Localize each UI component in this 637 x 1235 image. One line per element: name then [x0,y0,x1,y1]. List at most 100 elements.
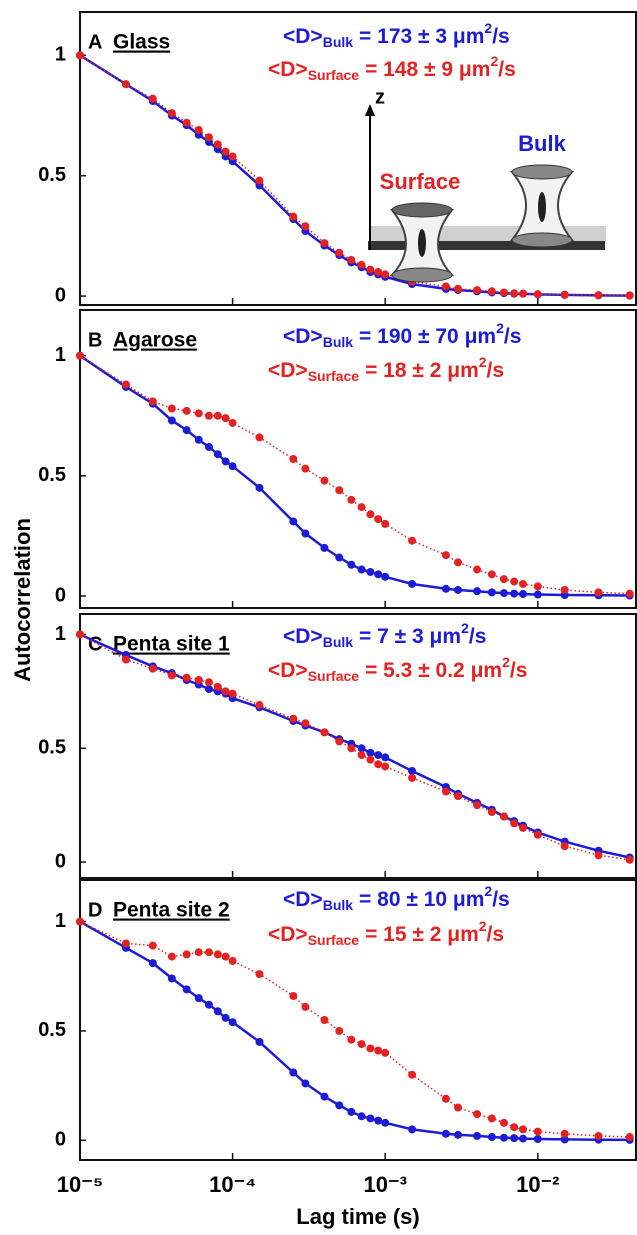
data-point [167,109,176,118]
data-point [121,939,130,948]
data-point [408,1070,417,1079]
y-tick-label: 0 [55,850,66,872]
data-point [335,737,344,746]
data-point [121,380,130,389]
data-point [560,1135,569,1144]
data-point [347,560,356,569]
stat-subscript: Surface [308,932,360,948]
data-point [204,678,213,687]
inset-volume [418,229,426,257]
y-tick-label: 0.5 [38,164,66,186]
data-point [213,950,222,959]
data-point [441,787,450,796]
data-point [357,565,366,574]
y-tick-label: 1 [55,344,66,366]
stat-subscript: Surface [308,67,360,83]
panel-name: Penta site 1 [113,633,230,656]
data-point [221,952,230,961]
inset-lens [511,164,573,180]
panel-frame [79,613,637,879]
data-point [148,664,157,673]
data-point [519,1125,528,1134]
data-point [487,588,496,597]
data-point [357,503,366,512]
data-point [454,1130,463,1139]
stat-subscript: Surface [308,368,360,384]
data-point [148,397,157,406]
data-point [320,1016,329,1024]
data-point [357,744,366,753]
data-point [625,291,634,300]
data-point [182,406,191,415]
inset-lens [391,202,453,218]
stat-superscript: 2 [461,620,469,636]
stat-prefix: <D> [268,359,308,382]
y-tick-label: 0.5 [38,464,66,486]
data-point [182,118,191,127]
stat-superscript: 2 [484,883,492,899]
data-point [221,147,230,156]
data-point [594,291,603,300]
data-point [204,133,213,142]
series-line [79,920,630,1138]
data-point [335,486,344,495]
data-point [213,411,222,420]
data-point [473,286,482,295]
data-point [487,1133,496,1142]
panel-letter: B [88,329,102,351]
data-point [167,952,176,961]
stat-annotation: <D>Surface = 5.3 ± 0.2 μm2/s [268,654,527,684]
data-point [374,751,383,760]
data-point [510,289,519,298]
data-point [289,517,298,526]
data-point [347,1107,356,1116]
x-tick-label: 10⁻⁵ [57,1172,103,1197]
data-point [228,152,237,161]
data-point [625,589,634,598]
data-point [228,689,237,698]
data-point [301,1079,310,1088]
stat-unit: /s [492,25,510,48]
stat-subscript: Bulk [323,34,354,50]
stat-annotation: <D>Bulk = 80 ± 10 μm2/s [283,883,510,913]
data-point [301,222,310,231]
data-point [519,823,528,832]
stat-unit: /s [469,625,487,648]
y-tick-label: 1 [55,623,66,645]
data-point [560,585,569,594]
data-point [255,1037,264,1046]
data-point [301,1002,310,1011]
stat-superscript: 2 [484,20,492,36]
stat-unit: /s [498,58,516,81]
stat-annotation: <D>Bulk = 7 ± 3 μm2/s [283,620,486,650]
data-point [76,351,84,360]
data-point [533,830,542,839]
data-point [473,587,482,596]
panel-frame [79,309,637,609]
stat-subscript: Bulk [323,897,354,913]
data-point [499,1133,508,1142]
data-point [487,808,496,816]
data-point [625,855,634,864]
y-tick-label: 0 [55,1129,66,1151]
stat-unit: /s [487,923,505,946]
data-point [454,792,463,801]
data-point [408,767,417,776]
data-point [473,1110,482,1119]
panel-letter: D [88,899,102,921]
data-point [519,289,528,298]
data-point [194,994,203,1003]
data-point [625,1133,634,1142]
data-point [221,457,230,466]
data-point [289,455,298,463]
data-point [182,950,191,959]
data-point [454,284,463,293]
y-axis-label: Autocorrelation [10,518,35,682]
data-point [374,760,383,769]
panel-frame [79,11,637,306]
stat-value: = 7 ± 3 μm [359,625,461,648]
data-point [510,819,519,828]
stat-subscript: Surface [308,668,360,684]
data-point [255,176,264,185]
